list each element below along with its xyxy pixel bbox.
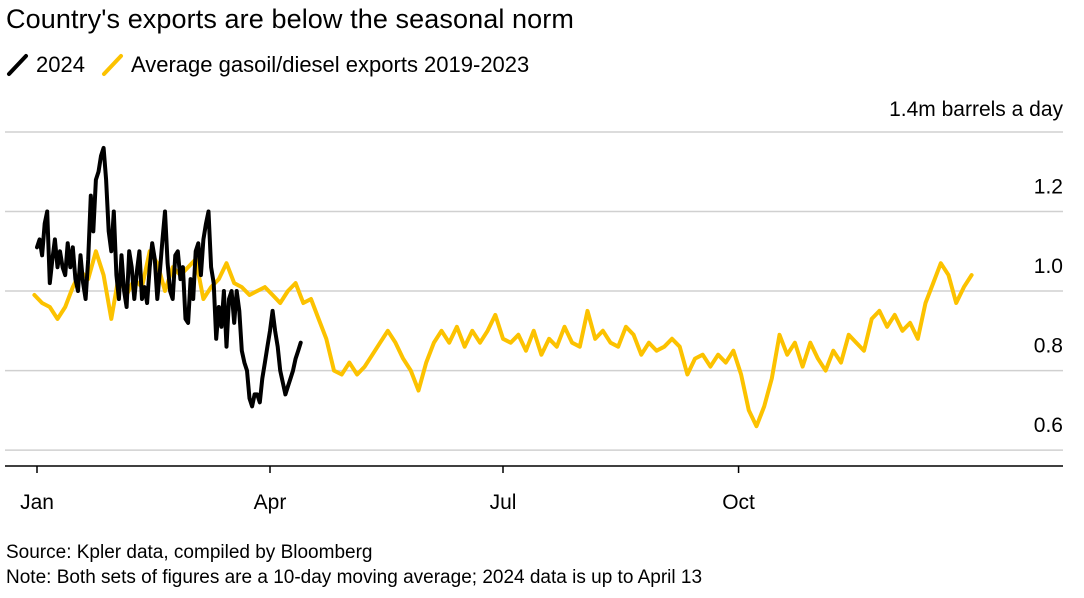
y-tick-label-2: 1.0	[1034, 255, 1063, 278]
x-tick-label-3: Oct	[722, 491, 755, 514]
x-tick-label-1: Apr	[254, 491, 287, 514]
series-layer	[32, 145, 974, 429]
grid	[5, 131, 1063, 451]
x-tick-label-2: Jul	[490, 491, 517, 514]
legend-item-2024: 2024	[6, 52, 85, 78]
y-tick-label-4: 0.6	[1034, 414, 1063, 437]
chart-title: Country's exports are below the seasonal…	[6, 4, 574, 34]
axes: 1.4m barrels a day 1.2 1.0 0.8 0.6 Jan Apr Jul O…	[5, 98, 1063, 514]
series-line-2024	[35, 145, 303, 409]
legend-item-average: Average gasoil/diesel exports 2019-2023	[101, 52, 529, 78]
y-tick-label-0: 1.4m barrels a day	[889, 98, 1063, 121]
x-tick-label-0: Jan	[20, 491, 54, 514]
legend: 2024 Average gasoil/diesel exports 2019-…	[6, 52, 545, 78]
series-line-average	[32, 249, 974, 429]
footer: Source: Kpler data, compiled by Bloomber…	[6, 540, 702, 590]
legend-label-2024: 2024	[36, 52, 85, 77]
legend-label-average: Average gasoil/diesel exports 2019-2023	[130, 52, 530, 77]
legend-swatch-2024	[7, 54, 28, 76]
y-tick-label-1: 1.2	[1034, 176, 1063, 199]
source-text: Source: Kpler data, compiled by Bloomber…	[6, 542, 373, 563]
note-text: Note: Both sets of figures are a 10-day …	[6, 567, 703, 588]
y-tick-label-3: 0.8	[1034, 335, 1063, 358]
legend-swatch-average	[101, 54, 123, 76]
